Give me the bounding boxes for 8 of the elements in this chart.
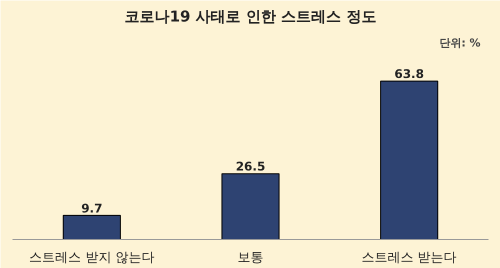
data-label: 26.5 <box>236 160 266 174</box>
chart-title: 코로나19 사태로 인한 스트레스 정도 <box>124 8 376 26</box>
x-tick-label: 보통 <box>238 250 264 266</box>
x-tick-label: 스트레스 받는다 <box>362 250 457 266</box>
x-tick-label: 스트레스 받지 않는다 <box>29 250 154 266</box>
data-label: 9.7 <box>81 201 102 216</box>
text: 단위: % <box>439 36 481 50</box>
data-label: 63.8 <box>394 67 424 82</box>
